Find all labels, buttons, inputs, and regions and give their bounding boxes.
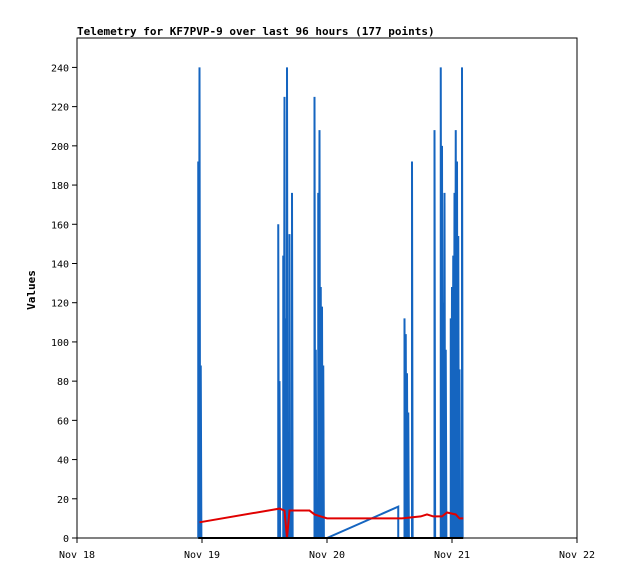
x-tick-label: Nov 18 [59,550,95,561]
x-axis: Nov 18 Nov 19 Nov 20 Nov 21 Nov 22 [59,538,595,561]
series-layer [197,67,464,539]
series-line-1 [197,67,464,539]
x-tick-label: Nov 19 [184,550,220,561]
y-tick-label: 240 [51,63,69,74]
y-tick-label: 100 [51,338,69,349]
y-tick-label: 120 [51,299,69,310]
y-tick-label: 180 [51,181,69,192]
chart-title: Telemetry for KF7PVP-9 over last 96 hour… [77,25,435,38]
y-tick-label: 0 [63,534,69,545]
y-tick-label: 20 [57,495,69,506]
y-tick-label: 40 [57,456,69,467]
y-tick-label: 60 [57,416,69,427]
y-axis-label: Values [25,270,38,310]
x-tick-label: Nov 21 [434,550,470,561]
y-tick-label: 200 [51,142,69,153]
y-tick-label: 160 [51,220,69,231]
plot-frame [76,37,578,539]
y-tick-label: 80 [57,377,69,388]
x-tick-label: Nov 20 [309,550,345,561]
y-axis: 0 20 40 60 80 100 120 140 160 180 200 220 240 [51,63,77,545]
y-tick-label: 220 [51,103,69,114]
y-tick-label: 140 [51,259,69,270]
x-tick-label: Nov 22 [559,550,595,561]
